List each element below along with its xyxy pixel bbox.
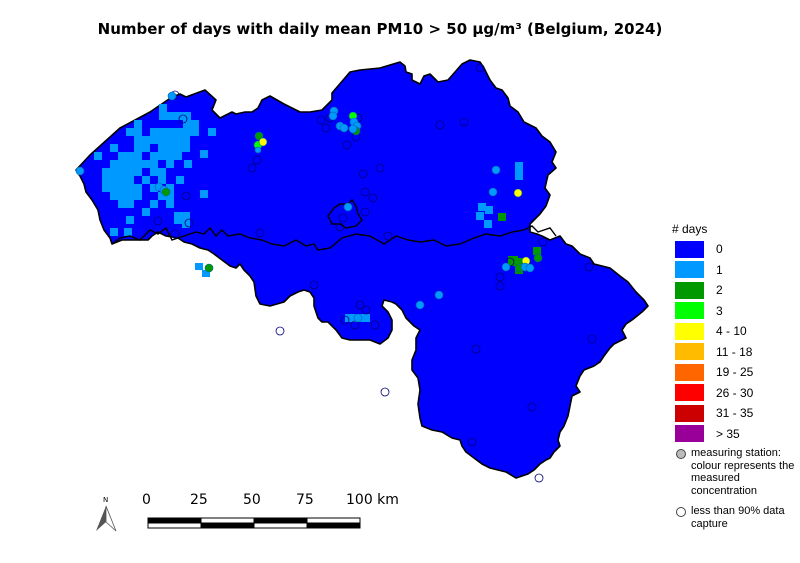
legend-item: 31 - 35 — [672, 403, 753, 424]
legend-swatch — [675, 322, 704, 340]
legend-item: 0 — [672, 239, 753, 260]
legend-title: # days — [672, 222, 708, 236]
legend-item: 2 — [672, 280, 753, 301]
legend-label: 1 — [716, 262, 723, 277]
legend-item: > 35 — [672, 424, 753, 445]
legend-swatch — [675, 425, 704, 443]
legend-item: 4 - 10 — [672, 321, 753, 342]
legend-swatch — [675, 384, 704, 402]
open-circle-icon — [676, 507, 686, 517]
legend-swatch — [675, 343, 704, 361]
legend-swatch — [675, 302, 704, 320]
svg-text:N: N — [103, 496, 108, 504]
legend-swatch — [675, 281, 704, 299]
region-border-flanders-wallonia — [111, 225, 557, 251]
scale-tick-100: 100 km — [346, 492, 399, 508]
stations-measured — [75, 91, 543, 323]
legend-note-text: measuring station: colour represents the… — [691, 447, 795, 497]
filled-circle-icon — [676, 449, 686, 459]
scale-tick-0: 0 — [142, 492, 151, 508]
legend-label: 3 — [716, 303, 723, 318]
legend-note-measuring-station: measuring station: colour represents the… — [676, 447, 800, 497]
legend-item: 3 — [672, 301, 753, 322]
north-arrow-icon: N — [96, 496, 117, 532]
legend-item: 11 - 18 — [672, 342, 753, 363]
legend-swatch — [675, 363, 704, 381]
legend-label: 26 - 30 — [716, 385, 754, 400]
legend-label: > 35 — [716, 426, 740, 441]
stations-low-capture — [153, 63, 597, 483]
legend-note-text: less than 90% data capture — [691, 505, 785, 530]
legend-note-low-capture: less than 90% data capture — [676, 505, 800, 530]
scale-tick-50: 50 — [243, 492, 261, 508]
belgium-country-shape — [75, 59, 649, 479]
legend: # days 0 1 2 3 4 - 10 11 - 18 19 - 25 26… — [672, 222, 753, 444]
legend-notes: measuring station: colour represents the… — [676, 447, 800, 538]
legend-label: 2 — [716, 283, 723, 298]
legend-label: 19 - 25 — [716, 365, 754, 380]
legend-label: 0 — [716, 242, 723, 257]
scale-tick-25: 25 — [190, 492, 208, 508]
legend-swatch — [675, 240, 704, 258]
legend-swatch — [675, 261, 704, 279]
legend-swatch — [675, 404, 704, 422]
scale-bar — [147, 517, 361, 529]
scale-tick-75: 75 — [296, 492, 314, 508]
legend-item: 19 - 25 — [672, 362, 753, 383]
legend-label: 4 - 10 — [716, 324, 747, 339]
legend-item: 26 - 30 — [672, 383, 753, 404]
legend-label: 11 - 18 — [716, 344, 753, 359]
legend-label: 31 - 35 — [716, 406, 754, 421]
map-title: Number of days with daily mean PM10 > 50… — [97, 20, 663, 38]
legend-item: 1 — [672, 260, 753, 281]
